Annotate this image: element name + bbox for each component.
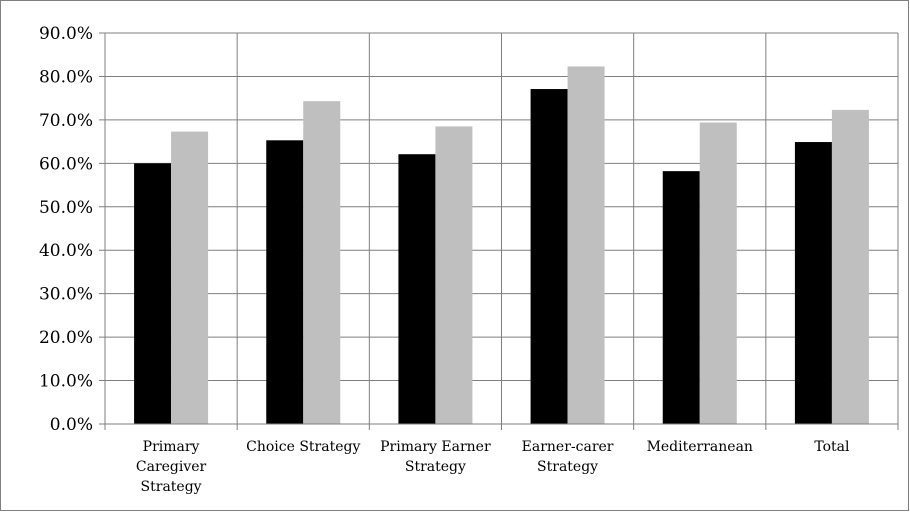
x-category-label: Primary Earner Strategy <box>380 439 491 475</box>
bar-series-2-0 <box>171 131 209 424</box>
y-tick-label: 40.0% <box>39 241 93 261</box>
bar-series-2-2 <box>435 126 473 425</box>
x-category-label-line: Strategy <box>405 459 466 475</box>
y-tick-label: 50.0% <box>39 198 93 218</box>
y-tick-label: 90.0% <box>39 24 93 44</box>
y-tick-label: 80.0% <box>39 67 93 87</box>
bar-series-1-0 <box>134 163 172 425</box>
bar-series-1-4 <box>662 171 700 424</box>
y-tick-label: 10.0% <box>39 372 93 392</box>
x-category-label-line: Earner-carer <box>522 439 614 455</box>
x-category-label: Primary Caregiver Strategy <box>136 439 207 495</box>
y-tick-label: 30.0% <box>39 285 93 305</box>
x-category-label-line: Primary Earner <box>380 439 491 455</box>
bar-series-1-1 <box>266 140 304 424</box>
bar-series-1-3 <box>530 89 568 424</box>
bar-series-1-5 <box>794 142 832 424</box>
bar-series-1-2 <box>398 154 436 424</box>
x-category-label: Earner-carer Strategy <box>522 439 614 475</box>
bar-series-2-4 <box>699 122 737 425</box>
bar-series-2-1 <box>303 101 341 425</box>
y-tick-label: 70.0% <box>39 111 93 131</box>
x-category-label-line: Strategy <box>141 479 202 495</box>
x-category-label-line: Total <box>814 439 850 455</box>
x-category-label-line: Strategy <box>537 459 598 475</box>
x-category-label-line: Primary <box>143 439 200 455</box>
x-category-label: Total <box>814 439 850 455</box>
bar-series-2-5 <box>831 109 869 424</box>
bar-series-2-3 <box>567 66 605 425</box>
plot-area: 0.0% 10.0% 20.0% 30.0% 40.0% 50.0% 60.0% 70.0% 8… <box>39 24 899 495</box>
x-category-label-line: Caregiver <box>136 459 207 475</box>
y-tick-label: 0.0% <box>50 415 93 435</box>
x-category-label-line: Mediterranean <box>647 439 753 455</box>
x-category-label: Mediterranean <box>647 439 753 455</box>
x-category-label: Choice Strategy <box>246 439 360 455</box>
y-tick-label: 60.0% <box>39 154 93 174</box>
x-category-label-line: Choice Strategy <box>246 439 360 455</box>
y-tick-label: 20.0% <box>39 328 93 348</box>
